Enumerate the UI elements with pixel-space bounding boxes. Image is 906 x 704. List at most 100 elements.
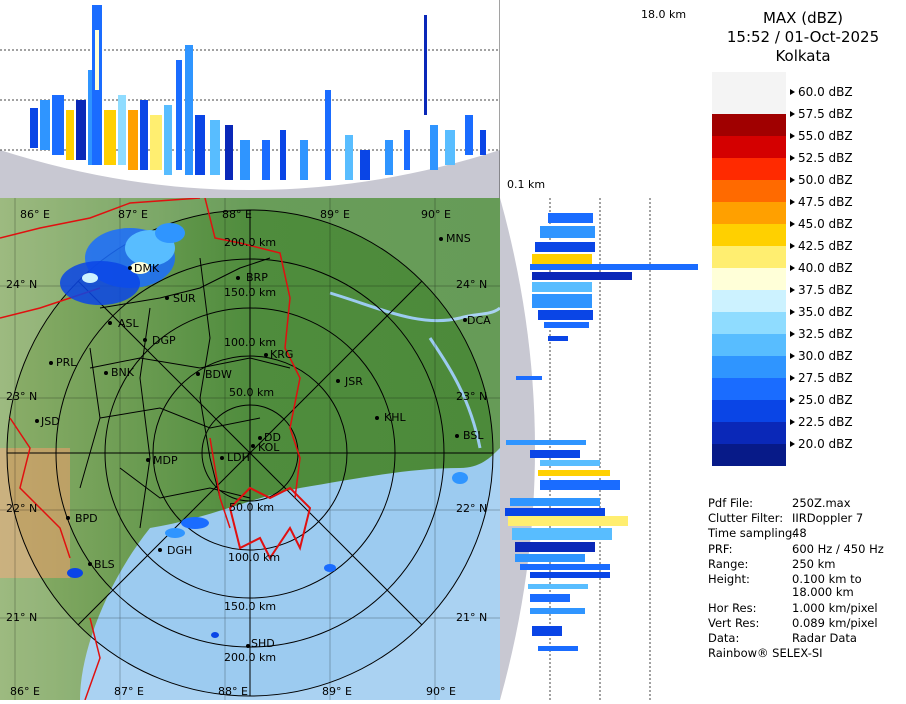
- scale-tick-icon: [790, 177, 795, 183]
- scale-swatch: [712, 202, 786, 224]
- range-ring-label-south-100: 100.0 km: [228, 551, 281, 564]
- lat-label-right-2: 23° N: [456, 390, 488, 403]
- info-value: 600 Hz / 450 Hz: [792, 542, 884, 556]
- scale-row: 50.0 dBZ: [710, 173, 900, 202]
- scale-tick-icon: [790, 111, 795, 117]
- scale-label: 47.5 dBZ: [798, 195, 853, 209]
- scale-row: 57.5 dBZ: [710, 107, 900, 136]
- lat-label-left-4: 21° N: [6, 611, 38, 624]
- range-ring-label-south-150: 150.0 km: [224, 600, 277, 613]
- range-ring-label-south-50: 50.0 km: [229, 501, 275, 514]
- side-profile-echoes: [505, 213, 698, 651]
- highland-area: [0, 448, 70, 578]
- info-key: Pdf File:: [708, 496, 754, 510]
- range-ring-label-50: 50.0 km: [229, 386, 275, 399]
- city-label-shd: SHD: [251, 637, 275, 650]
- city-markers: [35, 237, 467, 648]
- scale-row: 35.0 dBZ: [710, 305, 900, 334]
- scale-label: 30.0 dBZ: [798, 349, 853, 363]
- scale-row: 45.0 dBZ: [710, 217, 900, 246]
- software-credit: Rainbow® SELEX-SI: [708, 646, 823, 660]
- info-value: IIRDoppler 7: [792, 511, 864, 525]
- legend-panel: MAX (dBZ) 15:52 / 01-Oct-2025 Kolkata 60…: [700, 0, 906, 700]
- scale-swatch: [712, 400, 786, 422]
- city-label-dd: DD: [264, 431, 281, 444]
- lon-label-bottom-1: 86° E: [10, 685, 40, 698]
- city-label-jsr: JSR: [345, 375, 363, 388]
- scale-tick-icon: [790, 397, 795, 403]
- city-label-bdw: BDW: [205, 368, 232, 381]
- scale-label: 35.0 dBZ: [798, 305, 853, 319]
- city-label-dgp: DGP: [152, 334, 176, 347]
- profile-top-height: 18.0 km: [641, 8, 687, 21]
- scale-swatch: [712, 224, 786, 246]
- scale-row: 25.0 dBZ: [710, 393, 900, 422]
- lat-label-right-1: 24° N: [456, 278, 488, 291]
- scale-row: 37.5 dBZ: [710, 283, 900, 312]
- station-name: Kolkata: [775, 47, 831, 65]
- info-key: Vert Res:: [708, 616, 760, 630]
- scale-row: 20.0 dBZ: [710, 437, 900, 466]
- city-label-bpd: BPD: [75, 512, 98, 525]
- lon-label-top-3: 88° E: [222, 208, 252, 221]
- lat-label-left-3: 22° N: [6, 502, 38, 515]
- scale-tick-icon: [790, 221, 795, 227]
- info-value: 250Z.max: [792, 496, 851, 510]
- city-label-krg: KRG: [270, 348, 294, 361]
- bay-of-bengal: [80, 448, 500, 700]
- lon-label-bottom-5: 90° E: [426, 685, 456, 698]
- scale-tick-icon: [790, 243, 795, 249]
- info-key: Data:: [708, 631, 740, 645]
- scale-label: 32.5 dBZ: [798, 327, 853, 341]
- radar-echoes: [60, 223, 468, 638]
- range-ring-label-south-200: 200.0 km: [224, 651, 277, 664]
- scale-swatch: [712, 422, 786, 444]
- scale-row: 32.5 dBZ: [710, 327, 900, 356]
- scale-swatch: [712, 312, 786, 334]
- radar-map[interactable]: 86° E 87° E 88° E 89° E 90° E 86° E 87° …: [0, 198, 500, 700]
- scale-row: 52.5 dBZ: [710, 151, 900, 180]
- scale-swatch: [712, 378, 786, 400]
- scale-swatch: [712, 290, 786, 312]
- scale-tick-icon: [790, 375, 795, 381]
- scale-swatch: [712, 444, 786, 466]
- scale-swatch: [712, 180, 786, 202]
- scale-tick-icon: [790, 353, 795, 359]
- lon-label-top-4: 89° E: [320, 208, 350, 221]
- info-value: Radar Data: [792, 631, 857, 645]
- scale-swatch: [712, 158, 786, 180]
- info-key: Clutter Filter:: [708, 511, 784, 525]
- city-label-ldh: LDH: [227, 451, 250, 464]
- city-label-mdp: MDP: [153, 454, 178, 467]
- lon-label-bottom-3: 88° E: [218, 685, 248, 698]
- info-key: PRF:: [708, 542, 733, 556]
- delta-outline: [228, 486, 312, 560]
- info-value: 250 km: [792, 557, 836, 571]
- scale-label: 22.5 dBZ: [798, 415, 853, 429]
- lat-label-left-1: 24° N: [6, 278, 38, 291]
- info-value: 18.000 km: [792, 585, 854, 599]
- district-borders: [79, 257, 291, 529]
- city-label-asl: ASL: [118, 317, 139, 330]
- radar-map-graphic: [0, 198, 500, 700]
- profile-bottom-height: 0.1 km: [507, 178, 546, 191]
- scale-row: 30.0 dBZ: [710, 349, 900, 378]
- scale-row: 27.5 dBZ: [710, 371, 900, 400]
- city-label-khl: KHL: [384, 411, 406, 424]
- scale-tick-icon: [790, 265, 795, 271]
- scale-tick-icon: [790, 89, 795, 95]
- scale-row: 42.5 dBZ: [710, 239, 900, 268]
- scale-label: 37.5 dBZ: [798, 283, 853, 297]
- range-rings: [6, 209, 494, 697]
- lat-label-right-3: 22° N: [456, 502, 488, 515]
- scale-swatch: [712, 334, 786, 356]
- scale-row: 55.0 dBZ: [710, 129, 900, 158]
- info-value: 48: [792, 526, 807, 540]
- scale-swatch: [712, 356, 786, 378]
- city-label-kol: KOL: [258, 441, 280, 454]
- city-label-mns: MNS: [446, 232, 471, 245]
- scale-tick-icon: [790, 309, 795, 315]
- scale-label: 25.0 dBZ: [798, 393, 853, 407]
- east-west-profile: [500, 198, 700, 700]
- info-key: Hor Res:: [708, 601, 757, 615]
